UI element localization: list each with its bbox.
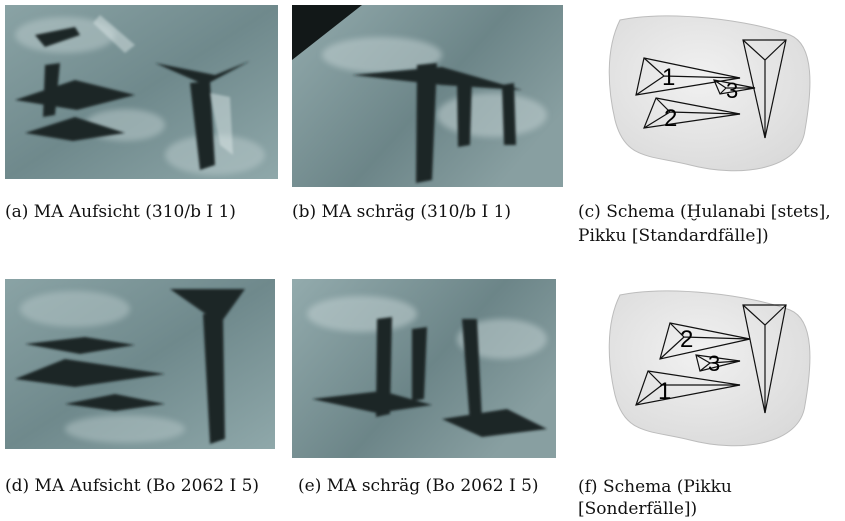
wedge-schema-diagram: 2 3 1 — [608, 290, 811, 447]
caption-d: (d) MA Aufsicht (Bo 2062 I 5) — [5, 476, 260, 496]
caption-c-line2: Pikku [Standardfälle]) — [578, 226, 769, 246]
tablet-photo-oblique-view — [292, 279, 556, 458]
wedge-label: 3 — [726, 78, 738, 103]
wedge-label: 2 — [680, 326, 693, 353]
caption-a: (a) MA Aufsicht (310/b I 1) — [5, 202, 236, 222]
caption-f-line2: [Sonderfälle]) — [578, 499, 698, 519]
tablet-photo-oblique-view — [292, 5, 563, 187]
wedge-schema-diagram: 1 3 2 — [608, 15, 811, 172]
tablet-photo-top-view — [5, 279, 275, 449]
wedge-label: 1 — [658, 378, 671, 405]
wedge-label: 2 — [664, 105, 677, 132]
tablet-photo-top-view — [5, 5, 278, 179]
caption-e: (e) MA schräg (Bo 2062 I 5) — [298, 476, 539, 496]
caption-b: (b) MA schräg (310/b I 1) — [292, 202, 512, 222]
wedge-label: 3 — [708, 351, 720, 376]
wedge-label: 1 — [662, 64, 675, 91]
caption-f-line1: (f) Schema (Pikku — [578, 477, 732, 497]
caption-c-line1: (c) Schema (Ḫulanabi [stets], — [578, 202, 831, 222]
